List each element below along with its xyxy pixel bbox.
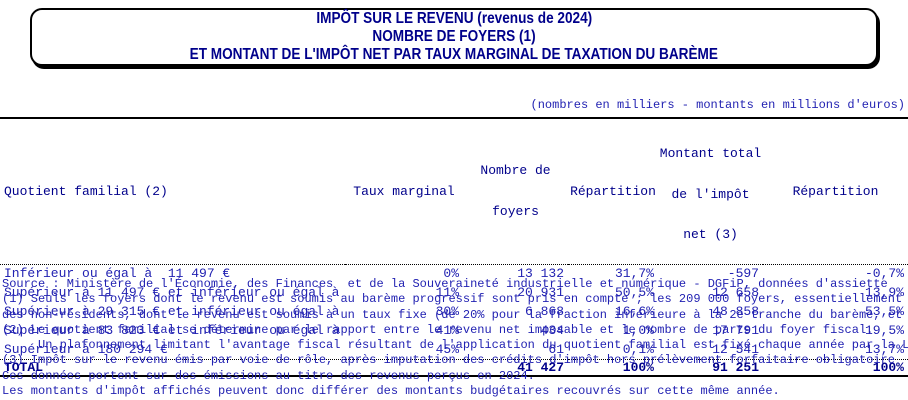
montant-cell: 12 658: [712, 285, 759, 300]
foyers-cell: 434: [540, 323, 564, 338]
taux-cell: 41%: [435, 323, 459, 338]
col-header-repartition-montant: Répartition: [792, 183, 879, 199]
repartition-montant-cell: -0,7%: [864, 266, 904, 282]
table-row-tranche-3: Supérieur à 29 315 € et inférieur ou éga…: [0, 302, 908, 321]
footnotes-block: Source : Ministère de l'Économie, des Fi…: [2, 277, 908, 399]
taux-cell: 30%: [435, 304, 459, 319]
footnote-2a: (2) Le quotient familial se détermine pa…: [2, 322, 874, 337]
quotient-cell: Supérieur à 180 294 €: [4, 341, 168, 357]
footnote-1a: (1) Seuls les foyers dont le revenu est …: [2, 292, 903, 307]
quotient-cell: Supérieur à 29 315 € et inférieur ou éga…: [4, 304, 340, 319]
col-header-montant-line3: net (3): [683, 227, 738, 242]
table-row-total: TOTAL 41 427 100% 91 251 100%: [0, 359, 908, 376]
repartition-montant-cell: 13,7%: [864, 341, 904, 357]
col-header-montant-line1: Montant total: [659, 146, 762, 161]
foyers-cell: 20 931: [517, 285, 564, 300]
repartition-montant-cell: 53,5%: [864, 304, 904, 319]
repartition-foyers-cell: 0,1%: [622, 341, 654, 357]
report-title-line3: ET MONTANT DE L'IMPÔT NET PAR TAUX MARGI…: [189, 46, 719, 63]
taux-cell: 0%: [443, 266, 459, 282]
repartition-foyers-cell: 31,7%: [614, 266, 654, 282]
montant-cell: -597: [727, 266, 759, 282]
taux-cell: 11%: [435, 285, 459, 300]
footnote-2b: Un plafonnement limitant l'avantage fisc…: [2, 338, 908, 353]
table-row-tranche-2: Supérieur à 11 497 € et inférieur ou éga…: [0, 283, 908, 302]
table-row-tranche-1: Inférieur ou égal à 11 497 € 0% 13 132 3…: [0, 264, 908, 283]
footnote-source: Source : Ministère de l'Économie, des Fi…: [2, 277, 888, 291]
foyers-cell: 13 132: [517, 266, 564, 282]
title-box: IMPÔT SUR LE REVENU (revenus de 2024) NO…: [30, 8, 878, 66]
report-title-line1: IMPÔT SUR LE REVENU (revenus de 2024): [316, 10, 592, 27]
repartition-foyers-cell: 16,6%: [614, 304, 654, 319]
taux-cell: 45%: [435, 341, 459, 357]
col-header-quotient-familial: Quotient familial (2): [4, 183, 168, 199]
footnote-1b: des non-résidents, dont le revenu est so…: [2, 307, 908, 322]
col-header-montant-line2: de l'impôt: [671, 186, 750, 202]
montant-cell: 17 791: [712, 323, 759, 338]
units-note: (nombres en milliers - montants en milli…: [530, 98, 905, 112]
total-label-cell: TOTAL: [4, 359, 44, 375]
quotient-cell: Supérieur à 11 497 € et inférieur ou éga…: [4, 285, 340, 300]
footnote-montants: Les montants d'impôt affichés peuvent do…: [2, 384, 780, 399]
total-montant-cell: 91 251: [712, 359, 759, 375]
montant-cell: 12 541: [712, 341, 759, 357]
table-header-row: Quotient familial (2) Taux marginal Nomb…: [0, 118, 908, 264]
table-row-tranche-4: Supérieur à 83 823 € et inférieur ou éga…: [0, 321, 908, 340]
col-header-taux-marginal: Taux marginal: [353, 183, 455, 199]
report-title-line2: NOMBRE DE FOYERS (1): [372, 28, 536, 45]
repartition-foyers-cell: 50,5%: [614, 285, 654, 300]
col-header-nombre-foyers-line1: Nombre de: [480, 163, 551, 179]
total-repartition-montant-cell: 100%: [872, 359, 904, 375]
repartition-montant-cell: 19,5%: [864, 323, 904, 338]
total-repartition-foyers-cell: 100%: [622, 359, 654, 375]
table-row-tranche-5: Supérieur à 180 294 € 45% 61 0,1% 12 541…: [0, 340, 908, 359]
montant-cell: 48 858: [712, 304, 759, 319]
tax-table: Quotient familial (2) Taux marginal Nomb…: [0, 117, 908, 377]
foyers-cell: 6 868: [524, 304, 564, 319]
repartition-foyers-cell: 1,0%: [622, 323, 654, 338]
col-header-nombre-foyers-line2: foyers: [492, 203, 539, 219]
col-header-nombre-foyers: Nombre de foyers: [463, 118, 568, 264]
repartition-montant-cell: 13,9%: [864, 285, 904, 300]
total-foyers-cell: 41 427: [517, 359, 564, 375]
col-header-repartition-foyers: Répartition: [570, 183, 656, 199]
quotient-cell: Supérieur à 83 823 € et inférieur ou éga…: [4, 323, 340, 338]
footnote-3: (3) Impôt sur le revenu émis par voie de…: [2, 353, 895, 368]
col-header-montant-impot: Montant total de l'impôt net (3): [658, 118, 763, 264]
foyers-cell: 61: [548, 341, 564, 357]
footnote-emissions: Ces données portent sur des émissions au…: [2, 368, 535, 383]
quotient-cell: Inférieur ou égal à 11 497 €: [4, 266, 231, 282]
